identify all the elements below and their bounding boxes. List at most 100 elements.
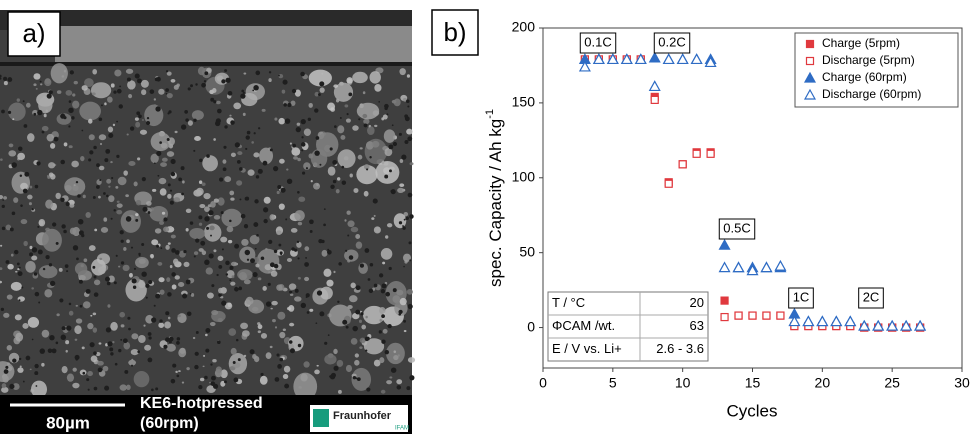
sem-particle xyxy=(108,195,114,202)
sem-particle xyxy=(224,176,231,182)
sem-particle xyxy=(125,194,129,197)
sem-pore xyxy=(40,348,45,353)
caption: (60rpm) xyxy=(140,415,199,432)
sem-particle xyxy=(136,200,141,206)
sem-particle xyxy=(27,195,33,200)
sem-pore xyxy=(274,250,277,253)
sem-pore xyxy=(409,241,412,244)
sem-particle xyxy=(137,157,140,160)
sem-particle xyxy=(45,199,53,208)
sem-pore xyxy=(229,220,232,223)
sem-pore xyxy=(406,386,410,390)
sem-pore xyxy=(18,271,23,276)
sem-pore xyxy=(278,75,280,77)
sem-pore xyxy=(126,216,132,222)
sem-pore xyxy=(256,234,259,237)
sem-pore xyxy=(88,158,91,161)
sem-particle xyxy=(270,214,275,220)
sem-pore xyxy=(33,113,36,116)
sem-particle xyxy=(8,150,16,156)
sem-particle xyxy=(42,126,49,131)
sem-pore xyxy=(19,358,21,360)
sem-particle xyxy=(393,355,398,360)
sem-pore xyxy=(157,175,159,177)
sem-particle xyxy=(212,359,216,362)
sem-pore xyxy=(338,262,342,266)
sem-particle xyxy=(222,159,226,163)
sem-pore xyxy=(369,156,371,158)
sem-particle xyxy=(27,133,35,142)
sem-pore xyxy=(224,69,227,72)
marker xyxy=(679,161,686,168)
sem-particle xyxy=(400,298,407,305)
sem-particle xyxy=(42,229,62,252)
sem-particle xyxy=(253,152,259,157)
sem-particle xyxy=(216,366,222,373)
sem-pore xyxy=(68,108,73,113)
sem-pore xyxy=(142,177,146,181)
sem-particle xyxy=(33,73,40,79)
marker xyxy=(664,54,674,63)
sem-pore xyxy=(221,211,224,214)
sem-particle xyxy=(337,177,340,181)
sem-particle xyxy=(66,350,68,353)
sem-particle xyxy=(386,343,405,364)
sem-pore xyxy=(223,167,227,171)
sem-particle xyxy=(50,143,55,149)
sem-pore xyxy=(184,110,188,114)
sem-pore xyxy=(263,161,268,166)
sem-particle xyxy=(233,103,241,110)
sem-pore xyxy=(247,131,251,135)
sem-pore xyxy=(165,88,169,92)
sem-particle xyxy=(211,310,218,315)
sem-pore xyxy=(11,162,17,168)
sem-pore xyxy=(134,268,136,270)
marker xyxy=(734,263,744,272)
sem-pore xyxy=(78,219,84,225)
sem-particle xyxy=(363,119,369,125)
plot: 051015202530050100150200Charge (5rpm)Dis… xyxy=(512,19,970,391)
x-axis-title: Cycles xyxy=(726,401,777,420)
sem-pore xyxy=(36,385,38,387)
sem-particle xyxy=(182,382,184,384)
sem-particle xyxy=(346,77,353,84)
sem-pore xyxy=(309,219,314,224)
sem-pore xyxy=(96,163,100,167)
sem-pore xyxy=(187,311,192,316)
sem-particle xyxy=(408,357,415,363)
sem-particle xyxy=(394,350,396,353)
sem-pore xyxy=(404,219,406,221)
sem-pore xyxy=(56,242,59,245)
sem-particle xyxy=(246,297,254,305)
sem-particle xyxy=(323,269,331,277)
sem-particle xyxy=(271,271,278,277)
sem-pore xyxy=(70,70,74,74)
sem-pore xyxy=(183,250,186,253)
sem-pore xyxy=(131,247,133,249)
marker xyxy=(650,53,660,62)
sem-particle xyxy=(69,204,74,208)
sem-particle xyxy=(135,117,139,120)
sem-pore xyxy=(230,120,235,125)
sem-pore xyxy=(139,254,141,256)
sem-particle xyxy=(264,197,271,204)
sem-particle xyxy=(340,135,345,140)
sem-pore xyxy=(34,272,37,275)
sem-pore xyxy=(168,183,171,186)
sem-pore xyxy=(35,292,40,297)
sem-pore xyxy=(324,208,326,210)
sem-particle xyxy=(101,227,108,233)
sem-pore xyxy=(156,245,159,248)
sem-pore xyxy=(333,366,338,371)
sem-pore xyxy=(270,148,273,151)
sem-particle xyxy=(88,119,92,124)
sem-particle xyxy=(338,390,342,394)
sem-pore xyxy=(274,264,279,269)
sem-particle xyxy=(309,309,313,312)
sem-pore xyxy=(224,380,227,383)
sem-pore xyxy=(241,90,244,93)
sem-pore xyxy=(283,80,288,85)
sem-pore xyxy=(373,199,378,204)
sem-pore xyxy=(165,337,170,342)
marker xyxy=(817,317,827,326)
